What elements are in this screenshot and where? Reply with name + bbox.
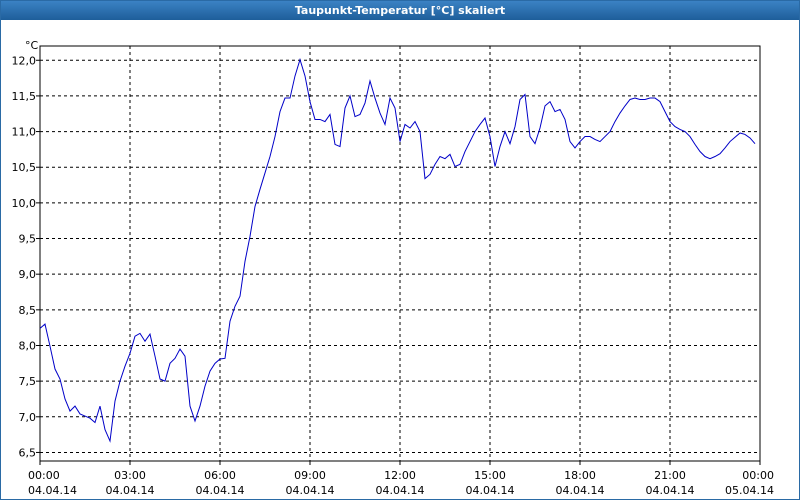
- y-tick-label: 7,0: [19, 411, 37, 424]
- y-tick-label: 8,0: [19, 339, 37, 352]
- x-tick-date: 04.04.14: [376, 484, 425, 497]
- chart: °C 6,5 7,0 7,5 8,0 8,5 9,0 9,5 10,0 10,5 11,0 11,5…: [12, 39, 775, 497]
- x-tick-label: 12:00: [384, 469, 416, 482]
- y-tick-label: 10,5: [12, 161, 37, 174]
- plot-area: [40, 46, 760, 461]
- x-tick-date: 04.04.14: [196, 484, 245, 497]
- y-tick-label: 11,5: [12, 90, 37, 103]
- y-tick-label: 10,0: [12, 197, 37, 210]
- x-tick-date: 04.04.14: [28, 484, 77, 497]
- x-tick-date: 04.04.14: [106, 484, 155, 497]
- x-tick-label: 09:00: [294, 469, 326, 482]
- x-tick-date: 05.04.14: [725, 484, 774, 497]
- x-tick-label: 21:00: [654, 469, 686, 482]
- x-tick-date: 04.04.14: [286, 484, 335, 497]
- y-tick-label: 9,5: [19, 233, 37, 246]
- data-line: [39, 57, 756, 443]
- y-tick-label: 9,0: [19, 268, 37, 281]
- x-tick-date: 04.04.14: [466, 484, 515, 497]
- x-tick-label: 15:00: [474, 469, 506, 482]
- x-tick-label: 00:00: [742, 469, 774, 482]
- y-tick-label: 7,5: [19, 375, 37, 388]
- y-tick-label: 6,5: [19, 446, 37, 459]
- y-unit: °C: [25, 39, 39, 52]
- y-tick-label: 12,0: [12, 54, 37, 67]
- x-tick-label: 03:00: [114, 469, 146, 482]
- y-tick-label: 11,0: [12, 126, 37, 139]
- x-tick-date: 04.04.14: [646, 484, 695, 497]
- title-bar: Taupunkt-Temperatur [°C] skaliert: [1, 1, 799, 20]
- y-tick-label: 8,5: [19, 304, 37, 317]
- plot-border: [39, 45, 761, 462]
- x-tick-label: 00:00: [28, 469, 60, 482]
- x-tick-label: 18:00: [564, 469, 596, 482]
- x-tick-date: 04.04.14: [556, 484, 605, 497]
- x-tick-label: 06:00: [204, 469, 236, 482]
